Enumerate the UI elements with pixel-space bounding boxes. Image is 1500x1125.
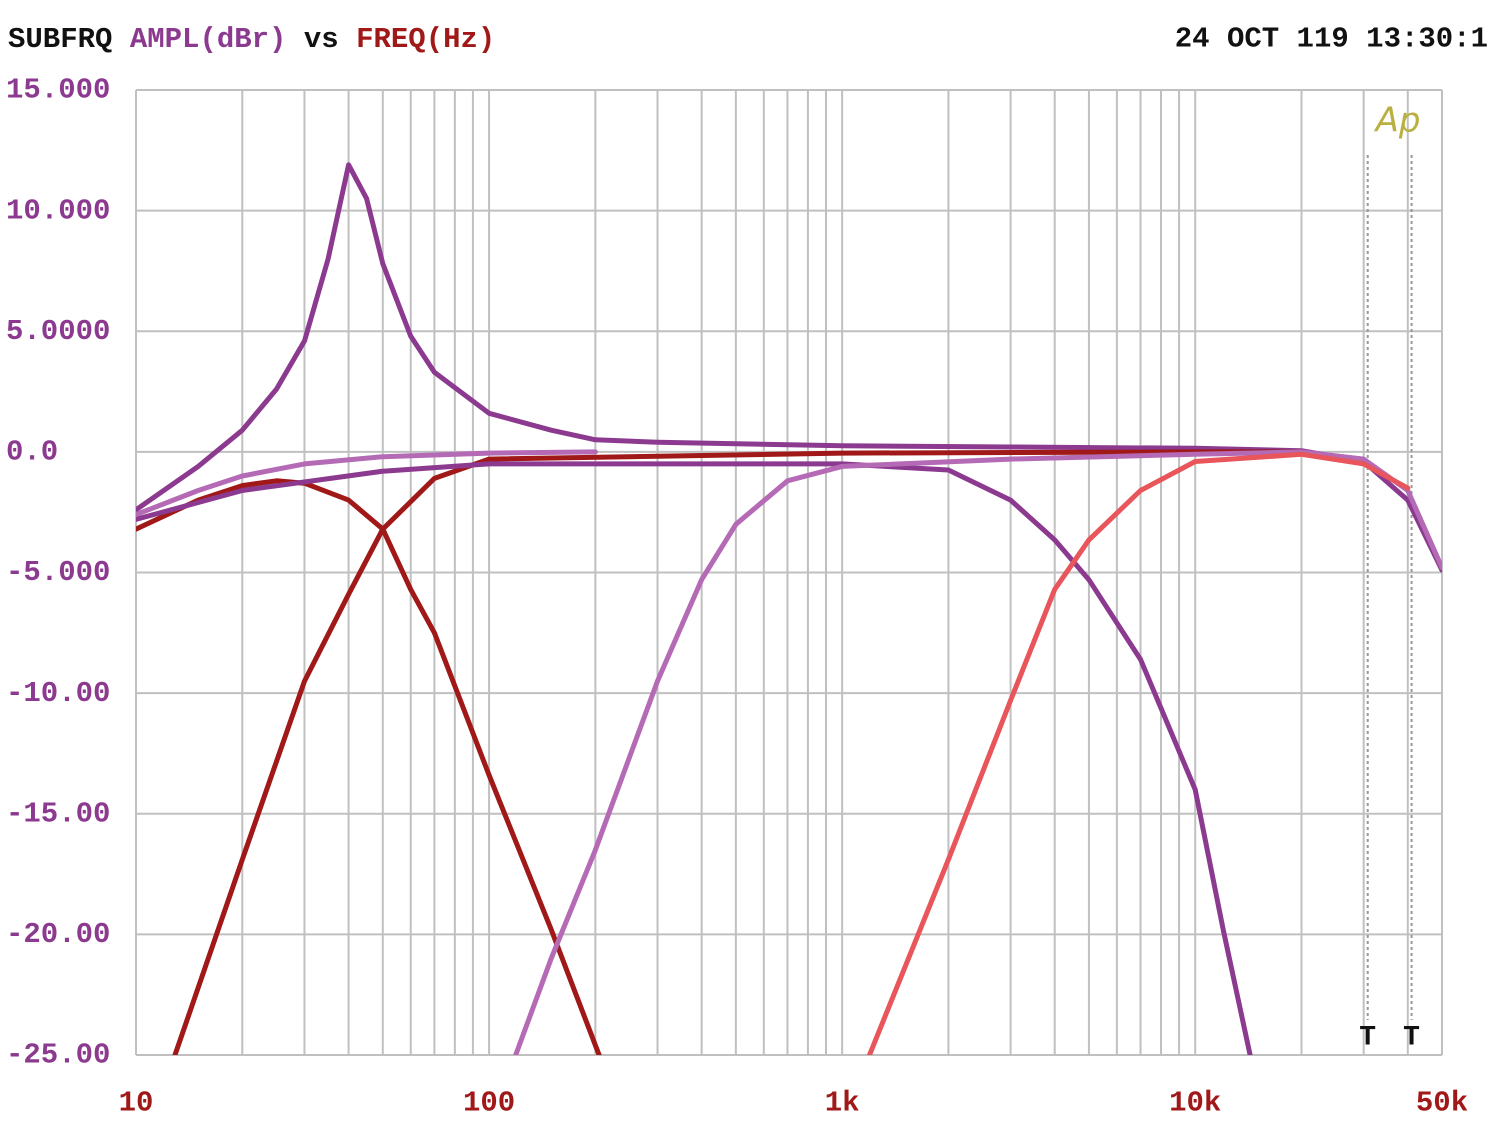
y-tick-label: -20.00 <box>6 918 110 951</box>
grid <box>135 89 1443 1056</box>
title-part: FREQ(Hz) <box>356 23 495 56</box>
series-line <box>136 461 1253 1055</box>
title-part: SUBFRQ <box>8 23 112 56</box>
x-tick-label: 10 <box>119 1087 154 1120</box>
series-line <box>136 478 602 1055</box>
x-tick-label: 50k <box>1416 1087 1468 1120</box>
logo: Ap <box>1374 101 1421 141</box>
x-tick-label: 1k <box>825 1087 860 1120</box>
y-tick-label: -10.00 <box>6 677 110 710</box>
y-tick-label: 10.000 <box>6 194 110 227</box>
y-tick-label: -5.000 <box>6 556 110 589</box>
series-line <box>136 449 598 518</box>
plot-lines <box>136 162 1442 1055</box>
x-tick-label: 100 <box>463 1087 515 1120</box>
y-tick-label: 5.0000 <box>6 315 110 348</box>
timestamp: 24 OCT 119 13:30:1 <box>1175 23 1488 56</box>
title-part: vs <box>304 23 339 56</box>
y-tick-label: -25.00 <box>6 1039 110 1072</box>
y-tick-label: 0.0 <box>6 436 58 469</box>
cursor-label: T <box>1359 1022 1376 1053</box>
x-tick-label: 10k <box>1169 1087 1221 1120</box>
series-line <box>513 449 1442 1055</box>
series-line <box>867 451 1411 1055</box>
cursor-label: T <box>1403 1022 1420 1053</box>
y-tick-label: -15.00 <box>6 797 110 830</box>
chart-title: SUBFRQ AMPL(dBr) vs FREQ(Hz) <box>8 23 495 56</box>
series-line <box>172 449 1304 1055</box>
y-tick-label: 15.000 <box>6 74 110 107</box>
title-part: AMPL(dBr) <box>130 23 287 56</box>
